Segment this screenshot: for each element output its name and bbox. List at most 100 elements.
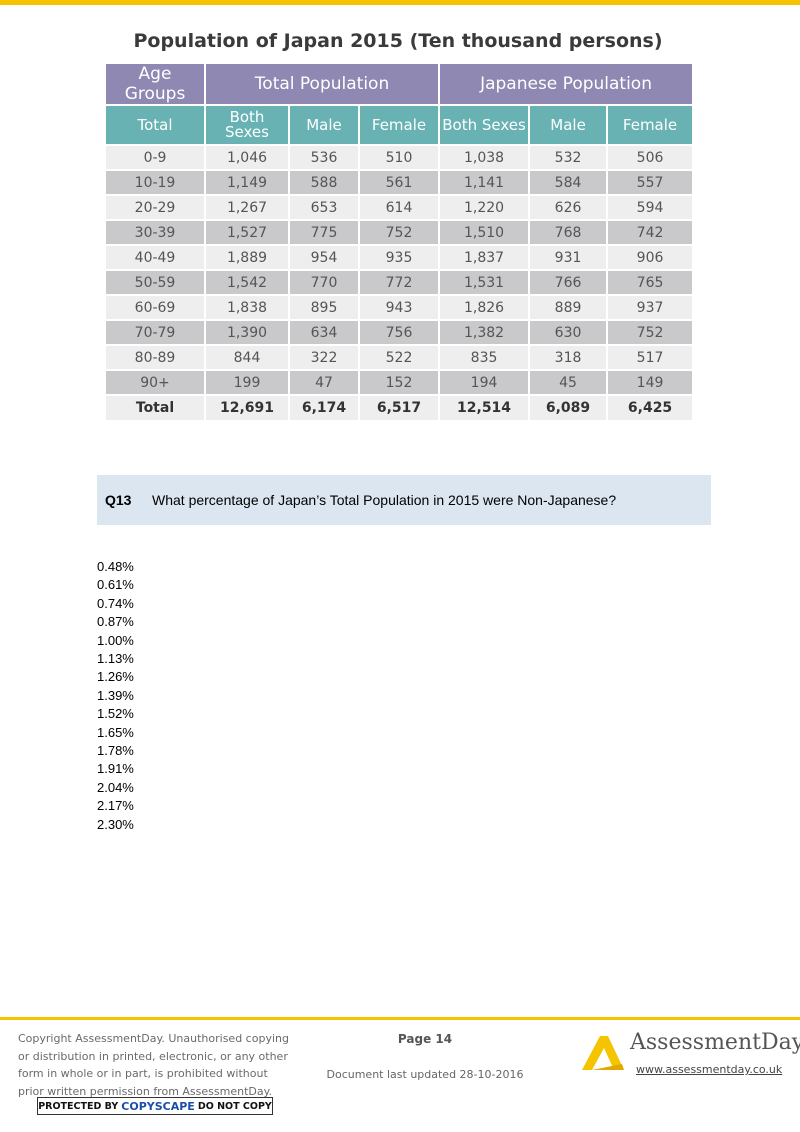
- header-jp-female: Female: [606, 104, 695, 146]
- table-cell-jp-both: 1,382: [438, 319, 531, 346]
- header-male: Male: [288, 104, 360, 146]
- header-total: Total: [104, 104, 206, 146]
- copyright-line: Copyright AssessmentDay. Unauthorised co…: [18, 1032, 289, 1045]
- copyscape-badge[interactable]: PROTECTED BY COPYSCAPE DO NOT COPY: [37, 1097, 273, 1115]
- table-cell-jp-both: 1,826: [438, 294, 531, 321]
- table-cell-total-female: 561: [357, 169, 441, 196]
- table-cell-jp-female: 765: [606, 269, 695, 296]
- website-link[interactable]: www.assessmentday.co.uk: [636, 1063, 783, 1076]
- footer-accent-line: [0, 1017, 800, 1020]
- copyscape-prefix: PROTECTED BY: [38, 1100, 119, 1112]
- table-cell-total-male: 47: [288, 369, 360, 396]
- table-cell-jp-female: 752: [606, 319, 695, 346]
- question-number: Q13: [105, 492, 132, 508]
- table-cell-jp-male: 45: [528, 369, 609, 396]
- total-male: 6,174: [288, 394, 360, 422]
- table-cell-total-both: 1,390: [204, 319, 290, 346]
- table-cell-total-male: 536: [288, 144, 360, 171]
- table-cell-jp-both: 1,038: [438, 144, 531, 171]
- table-cell-jp-both: 1,510: [438, 219, 531, 246]
- table-cell-total-both: 1,542: [204, 269, 290, 296]
- table-cell-total-female: 772: [357, 269, 441, 296]
- answer-option[interactable]: 1.13%: [97, 651, 134, 667]
- logo-text: AssessmentDay: [630, 1030, 800, 1055]
- answer-option[interactable]: 1.65%: [97, 724, 134, 740]
- answer-option[interactable]: 0.74%: [97, 595, 134, 611]
- table-row: 70-79 1,390 634 756 1,382 630 752: [104, 319, 695, 346]
- table-cell-total-male: 653: [288, 194, 360, 221]
- header-both-sexes: Both Sexes: [204, 104, 290, 146]
- table-row: 30-39 1,527 775 752 1,510 768 742: [104, 219, 695, 246]
- table-cell-total-both: 199: [204, 369, 290, 396]
- table-cell-jp-both: 1,141: [438, 169, 531, 196]
- table-cell-jp-male: 931: [528, 244, 609, 271]
- total-both: 12,691: [204, 394, 290, 422]
- table-cell-jp-male: 889: [528, 294, 609, 321]
- table-cell-total-female: 935: [357, 244, 441, 271]
- assessmentday-logo-icon: [582, 1036, 624, 1070]
- table-cell-total-male: 634: [288, 319, 360, 346]
- answer-option[interactable]: 1.78%: [97, 743, 134, 759]
- header-jp-male: Male: [528, 104, 609, 146]
- table-cell-age: 20-29: [104, 194, 206, 221]
- table-cell-total-male: 770: [288, 269, 360, 296]
- answer-option[interactable]: 0.48%: [97, 559, 134, 574]
- total-jp-both: 12,514: [438, 394, 531, 422]
- total-jp-female: 6,425: [606, 394, 695, 422]
- question-box: Q13 What percentage of Japan’s Total Pop…: [97, 475, 711, 525]
- table-cell-jp-male: 626: [528, 194, 609, 221]
- table-cell-total-female: 614: [357, 194, 441, 221]
- table-cell-total-female: 756: [357, 319, 441, 346]
- answer-option[interactable]: 2.30%: [97, 816, 134, 832]
- table-cell-total-male: 588: [288, 169, 360, 196]
- answer-option[interactable]: 1.26%: [97, 669, 134, 685]
- copyscape-suffix: DO NOT COPY: [197, 1100, 272, 1112]
- table-cell-total-male: 895: [288, 294, 360, 321]
- answer-option[interactable]: 1.91%: [97, 761, 134, 777]
- answer-option[interactable]: 2.04%: [97, 779, 134, 795]
- table-cell-jp-male: 630: [528, 319, 609, 346]
- table-cell-jp-male: 584: [528, 169, 609, 196]
- table-group-header-row: Age Groups Total Population Japanese Pop…: [104, 62, 695, 106]
- header-japanese-population: Japanese Population: [438, 62, 695, 106]
- table-cell-age: 0-9: [104, 144, 206, 171]
- table-cell-jp-female: 506: [606, 144, 695, 171]
- answer-option[interactable]: 1.52%: [97, 706, 134, 722]
- answer-options: 0.48% 0.61% 0.74% 0.87% 1.00% 1.13% 1.26% 1.39%…: [97, 558, 134, 834]
- header-jp-both-sexes: Both Sexes: [438, 104, 531, 146]
- total-female: 6,517: [357, 394, 441, 422]
- table-cell-total-female: 943: [357, 294, 441, 321]
- table-cell-total-both: 1,046: [204, 144, 290, 171]
- answer-option[interactable]: 0.87%: [97, 614, 134, 630]
- page-title: Population of Japan 2015 (Ten thousand p…: [133, 30, 663, 52]
- table-row: 80-89 844 322 522 835 318 517: [104, 344, 695, 371]
- answer-option[interactable]: 2.17%: [97, 798, 134, 814]
- table-cell-jp-both: 835: [438, 344, 531, 371]
- table-cell-jp-both: 1,531: [438, 269, 531, 296]
- table-cell-total-both: 844: [204, 344, 290, 371]
- total-label: Total: [104, 394, 206, 422]
- table-cell-jp-female: 149: [606, 369, 695, 396]
- answer-option[interactable]: 1.00%: [97, 632, 134, 648]
- answer-option[interactable]: 0.61%: [97, 577, 134, 593]
- table-row: 60-69 1,838 895 943 1,826 889 937: [104, 294, 695, 321]
- table-cell-age: 40-49: [104, 244, 206, 271]
- table-cell-jp-female: 557: [606, 169, 695, 196]
- top-accent-bar: [0, 0, 800, 5]
- copyright-line: prior written permission from Assessment…: [18, 1084, 273, 1098]
- table-cell-jp-female: 906: [606, 244, 695, 271]
- table-cell-total-both: 1,889: [204, 244, 290, 271]
- table-cell-jp-both: 194: [438, 369, 531, 396]
- population-table: Age Groups Total Population Japanese Pop…: [104, 62, 695, 422]
- table-cell-age: 10-19: [104, 169, 206, 196]
- table-row: 40-49 1,889 954 935 1,837 931 906: [104, 244, 695, 271]
- table-cell-age: 90+: [104, 369, 206, 396]
- total-jp-male: 6,089: [528, 394, 609, 422]
- table-cell-jp-male: 766: [528, 269, 609, 296]
- answer-option[interactable]: 1.39%: [97, 687, 134, 703]
- copyright-notice: Copyright AssessmentDay. Unauthorised co…: [18, 1030, 300, 1100]
- table-cell-jp-male: 532: [528, 144, 609, 171]
- table-cell-age: 70-79: [104, 319, 206, 346]
- table-sub-header-row: Total Both Sexes Male Female Both Sexes …: [104, 104, 695, 146]
- table-cell-jp-both: 1,837: [438, 244, 531, 271]
